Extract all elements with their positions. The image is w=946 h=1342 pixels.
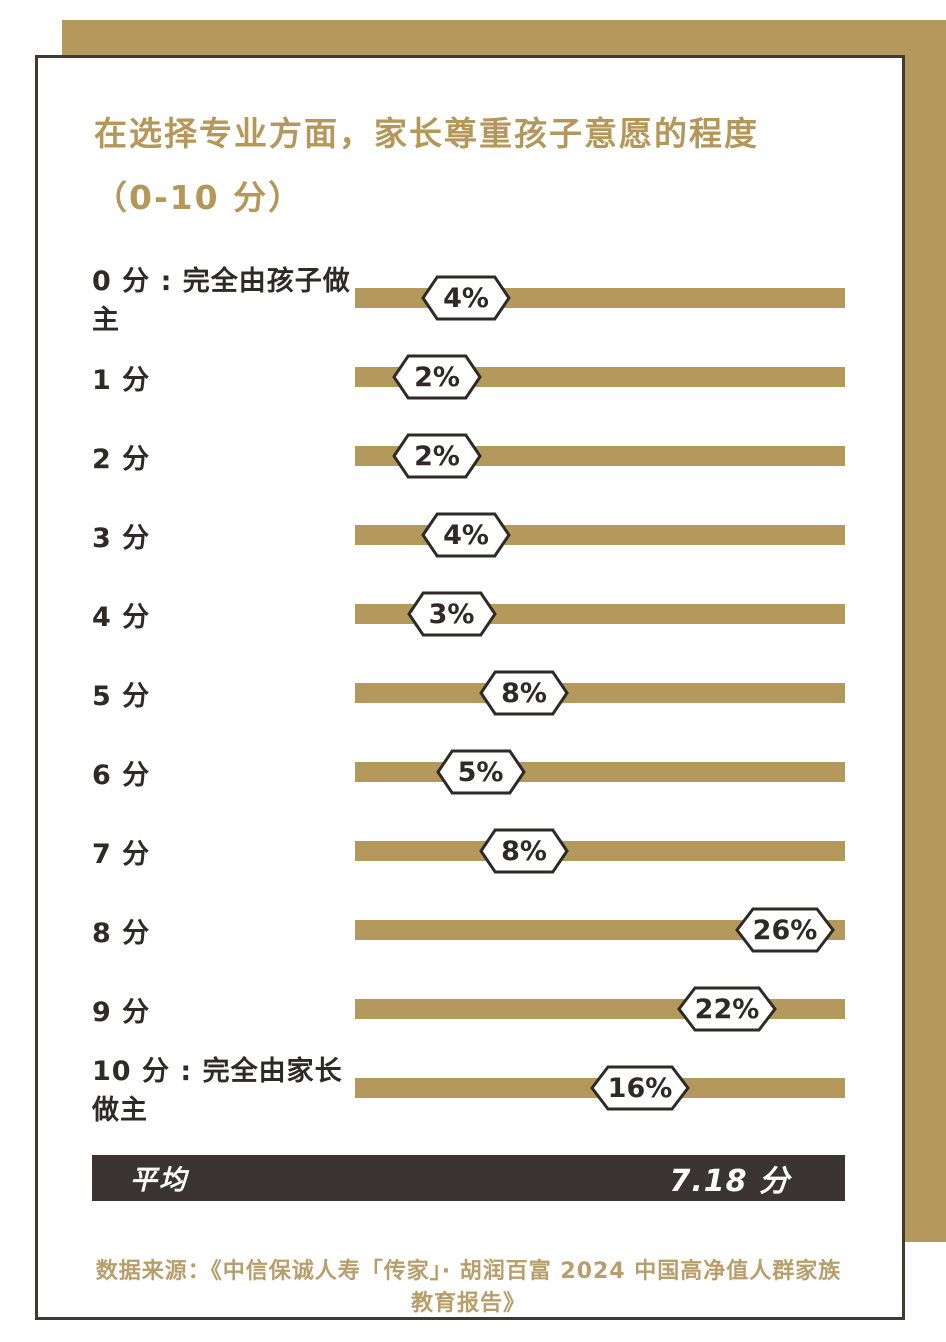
row-label: 1 分: [92, 364, 151, 396]
bar-area: 16%: [355, 1049, 845, 1128]
bar-area: 8%: [355, 654, 845, 733]
value-label: 4%: [443, 282, 489, 314]
value-label: 4%: [443, 519, 489, 551]
chart-row: 6 分 5%: [92, 733, 845, 812]
bar-area: 2%: [355, 338, 845, 417]
hexagon-shape: [590, 1065, 690, 1111]
chart-row: 9 分 22%: [92, 970, 845, 1049]
hexagon-shape: [392, 433, 482, 479]
value-badge: 2%: [392, 433, 482, 479]
value-label: 2%: [414, 361, 460, 393]
chart-title-line2: （0-10 分）: [94, 178, 304, 218]
chart-row: 2 分 2%: [92, 417, 845, 496]
value-label: 5%: [457, 756, 504, 788]
bar-area: 4%: [355, 259, 845, 338]
value-label: 3%: [428, 598, 475, 630]
value-label: 2%: [414, 440, 460, 472]
row-label: 6 分: [92, 759, 151, 791]
value-badge: 16%: [590, 1065, 690, 1111]
value-label: 8%: [501, 835, 547, 867]
data-source-note: 数据来源：《中信保诚人寿「传家」· 胡润百富 2024 中国高净值人群家族教育报…: [95, 1258, 842, 1316]
row-label: 9 分: [92, 996, 151, 1028]
chart-rows: 0 分 : 完全由孩子做主 4% 1 分 2% 2 分 2% 3 分 4% 4 分 3% 5 分 8%…: [92, 259, 845, 1128]
chart-title: 在选择专业方面，家长尊重孩子意愿的程度 （0-10 分）: [94, 102, 845, 231]
bar-area: 3%: [355, 575, 845, 654]
hexagon-shape: [479, 828, 569, 874]
value-badge: 8%: [479, 828, 569, 874]
bar-area: 4%: [355, 496, 845, 575]
value-badge: 2%: [392, 354, 482, 400]
chart-row: 8 分 26%: [92, 891, 845, 970]
value-label: 8%: [501, 677, 547, 709]
average-label: 平均: [130, 1165, 188, 1197]
chart-row: 1 分 2%: [92, 338, 845, 417]
row-label: 8 分: [92, 917, 151, 949]
value-label: 26%: [752, 914, 818, 946]
chart-row: 10 分 : 完全由家长做主 16%: [92, 1049, 845, 1128]
bar-area: 5%: [355, 733, 845, 812]
value-badge: 3%: [406, 591, 497, 637]
row-label: 5 分: [92, 680, 151, 712]
average-value: 7.18 分: [669, 1163, 790, 1199]
row-label: 2 分: [92, 443, 151, 475]
bar: [355, 920, 845, 941]
bar-area: 2%: [355, 417, 845, 496]
chart-card: 在选择专业方面，家长尊重孩子意愿的程度 （0-10 分） 0 分 : 完全由孩子…: [35, 55, 905, 1320]
value-badge: 8%: [479, 670, 569, 716]
hexagon-shape: [421, 275, 511, 321]
hexagon-shape: [479, 670, 569, 716]
value-label: 22%: [694, 993, 760, 1025]
chart-row: 4 分 3%: [92, 575, 845, 654]
chart-row: 0 分 : 完全由孩子做主 4%: [92, 259, 845, 338]
chart-row: 3 分 4%: [92, 496, 845, 575]
hexagon-shape: [435, 749, 526, 795]
chart-title-line1: 在选择专业方面，家长尊重孩子意愿的程度: [94, 114, 759, 153]
bar-area: 26%: [355, 891, 845, 970]
value-badge: 26%: [735, 907, 835, 953]
chart-content: 在选择专业方面，家长尊重孩子意愿的程度 （0-10 分） 0 分 : 完全由孩子…: [38, 58, 902, 1317]
hexagon-shape: [406, 591, 497, 637]
value-badge: 4%: [421, 275, 511, 321]
value-label: 16%: [607, 1072, 673, 1104]
bar: [355, 683, 845, 704]
bar: [355, 762, 845, 783]
hexagon-shape: [392, 354, 482, 400]
hexagon-shape: [735, 907, 835, 953]
bar-area: 8%: [355, 812, 845, 891]
row-label: 4 分: [92, 601, 151, 633]
row-label: 0 分 : 完全由孩子做主: [92, 266, 351, 337]
chart-row: 5 分 8%: [92, 654, 845, 733]
row-label: 10 分 : 完全由家长做主: [92, 1056, 343, 1127]
hexagon-shape: [421, 512, 511, 558]
row-label: 7 分: [92, 838, 151, 870]
bar: [355, 841, 845, 862]
average-bar: 平均 7.18 分: [92, 1154, 845, 1201]
value-badge: 5%: [435, 749, 526, 795]
value-badge: 4%: [421, 512, 511, 558]
bar-area: 22%: [355, 970, 845, 1049]
hexagon-shape: [677, 986, 777, 1032]
chart-row: 7 分 8%: [92, 812, 845, 891]
value-badge: 22%: [677, 986, 777, 1032]
row-label: 3 分: [92, 522, 151, 554]
